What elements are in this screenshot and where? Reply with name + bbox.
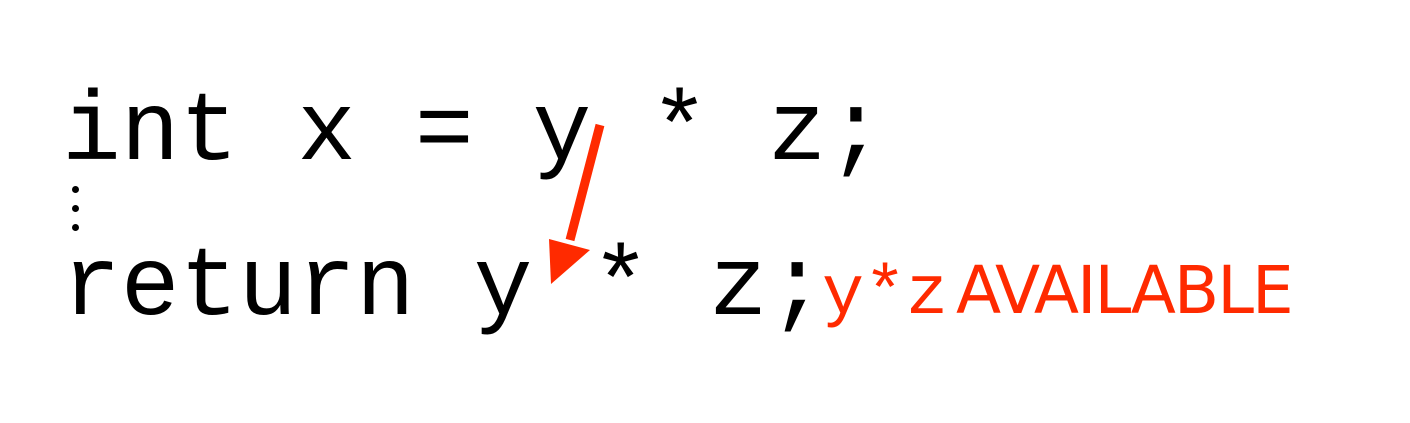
vertical-ellipsis-icon [72, 184, 80, 234]
annotation-label: AVAILABLE [956, 252, 1294, 329]
code-line-return: return y * z; [62, 233, 827, 344]
annotation-expression: y*z [822, 256, 949, 335]
code-line-declaration: int x = y * z; [62, 78, 886, 189]
availability-annotation: y*z AVAILABLE [822, 252, 1294, 335]
